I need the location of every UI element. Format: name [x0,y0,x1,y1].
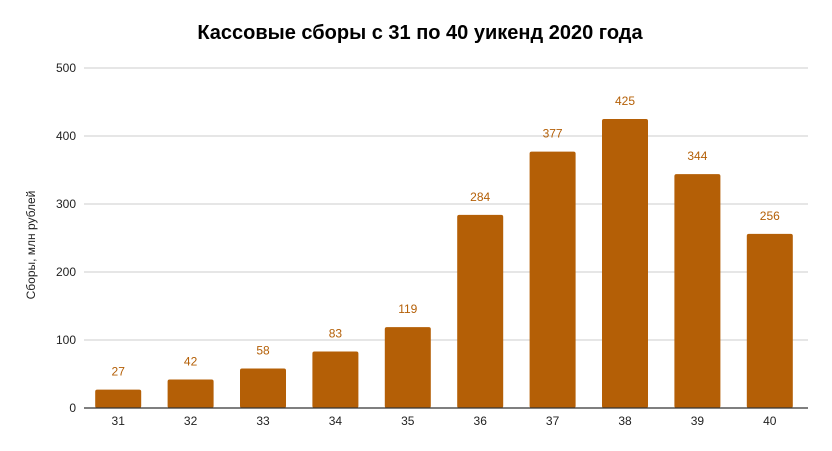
x-tick-label: 35 [401,414,415,428]
x-tick-label: 36 [474,414,488,428]
x-tick-label: 32 [184,414,198,428]
data-label: 83 [329,327,343,341]
data-label: 42 [184,354,198,368]
x-tick-label: 37 [546,414,560,428]
y-tick-label: 500 [56,61,76,75]
data-label: 256 [760,209,780,223]
bar-week-35 [384,327,431,408]
bar-week-40 [746,233,793,408]
x-tick-label: 38 [618,414,632,428]
bar-week-31 [95,389,142,408]
data-label: 27 [112,365,126,379]
y-tick-label: 300 [56,197,76,211]
data-label: 284 [470,190,490,204]
bar-week-34 [312,351,359,408]
y-tick-label: 200 [56,265,76,279]
data-label: 425 [615,94,635,108]
chart-title: Кассовые сборы с 31 по 40 уикенд 2020 го… [197,22,643,44]
y-tick-label: 400 [56,129,76,143]
data-label: 344 [687,149,707,163]
bar-week-36 [457,214,504,408]
y-tick-label: 0 [69,401,76,415]
bar-week-38 [602,119,648,408]
x-tick-label: 33 [256,414,270,428]
x-tick-label: 31 [112,414,126,428]
bar-week-37 [529,151,576,408]
x-tick-label: 40 [763,414,777,428]
x-tick-label: 39 [691,414,705,428]
bar-week-39 [674,174,721,408]
y-tick-label: 100 [56,333,76,347]
data-label: 119 [398,302,417,316]
data-label: 377 [543,127,563,141]
bar-week-33 [240,368,286,408]
bar-week-32 [167,379,214,408]
x-tick-label: 34 [329,414,343,428]
data-label: 58 [256,344,270,358]
